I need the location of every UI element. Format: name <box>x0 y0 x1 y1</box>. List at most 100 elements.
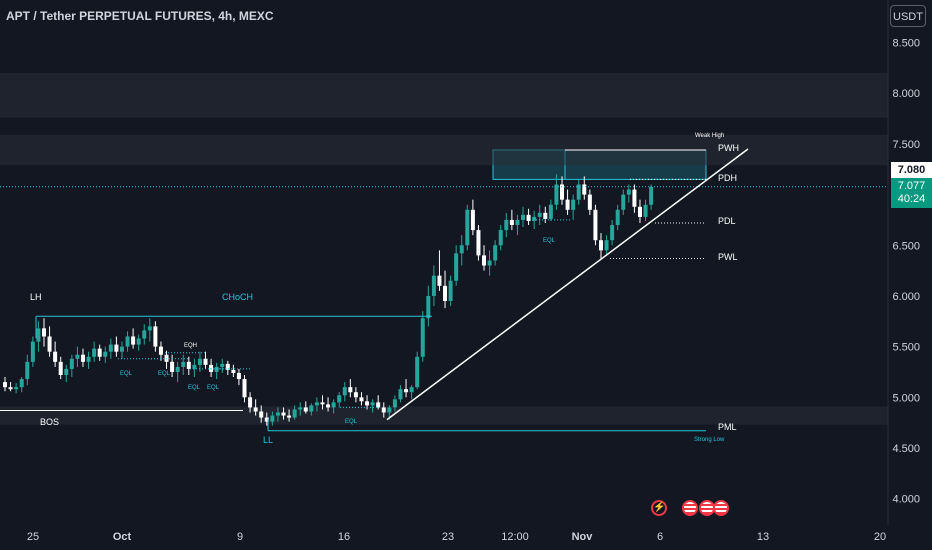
candle-body <box>637 206 642 217</box>
candle-body <box>598 240 603 251</box>
annotation-layer: LH CHoCH BOS EQH EQL EQL EQL EQL EQL EQL LL Weak Hi… <box>0 133 888 445</box>
x-tick-label: 13 <box>757 531 769 543</box>
flash-icon[interactable]: ⚡ <box>651 500 667 516</box>
annotation-label: EQL <box>158 371 171 377</box>
candle-body <box>58 361 63 375</box>
candle-body <box>409 387 414 393</box>
candle-body <box>415 356 420 388</box>
candle-body <box>181 361 186 367</box>
candle-body <box>119 346 124 352</box>
candle-body <box>348 387 353 393</box>
candle-body <box>543 212 548 219</box>
candle-body <box>86 356 91 362</box>
candle-body <box>292 409 297 418</box>
candle-body <box>8 387 13 390</box>
candle-body <box>476 230 481 256</box>
candle-body <box>259 411 264 418</box>
candle-body <box>353 392 358 398</box>
candle-body <box>448 280 453 302</box>
candle-body <box>192 364 197 369</box>
x-tick-label: 6 <box>657 531 663 543</box>
candle-body <box>587 194 592 210</box>
candle-body <box>80 354 85 362</box>
candle-body <box>53 351 58 362</box>
candle-body <box>320 402 325 405</box>
currency-button[interactable]: USDT <box>890 5 926 27</box>
candle-body <box>632 189 637 207</box>
candle-body <box>281 412 286 416</box>
candle-body <box>337 395 342 403</box>
candle-body <box>164 354 169 362</box>
candle-body <box>643 204 648 217</box>
candle-body <box>103 351 108 357</box>
annotation-label: CHoCH <box>222 292 253 302</box>
candle-body <box>431 275 436 296</box>
time-axis: 25 Oct 9 16 23 12:00 Nov 6 13 20 <box>27 531 886 543</box>
candle-body <box>153 326 158 347</box>
candle-body <box>131 336 136 345</box>
candle-body <box>521 214 526 220</box>
y-tick-label: 6.500 <box>892 240 920 252</box>
y-tick-label: 6.000 <box>892 291 920 303</box>
candle-body <box>526 214 531 221</box>
candle-body <box>576 184 581 200</box>
candle-body <box>398 389 403 400</box>
candle-body <box>314 402 319 406</box>
last-price-tag: 7.077 40:24 <box>891 178 932 208</box>
candle-body <box>248 397 253 408</box>
candle-body <box>47 336 52 352</box>
price-axis: 8.5008.0007.5007.0006.5006.0005.5005.000… <box>887 0 920 525</box>
last-price-value: 7.077 <box>897 180 926 192</box>
annotation-label: EQL <box>120 371 133 377</box>
x-tick-label: 9 <box>237 531 243 543</box>
candle-body <box>203 358 208 365</box>
candle-body <box>537 212 542 217</box>
candle-body <box>376 402 381 408</box>
candle-body <box>170 361 175 372</box>
annotation-label: PDH <box>718 173 737 183</box>
candle-body <box>97 348 102 357</box>
candle-body <box>342 387 347 396</box>
high-price-tag: 7.080 <box>891 162 932 178</box>
us-flag-icon[interactable] <box>713 500 729 516</box>
candle-body <box>470 209 475 231</box>
candle-body <box>158 346 163 355</box>
candle-body <box>426 295 431 319</box>
x-tick-label: 25 <box>27 531 39 543</box>
candle-body <box>309 405 314 412</box>
shaded-band <box>0 72 888 118</box>
candle-body <box>264 417 269 422</box>
candle-body <box>197 358 202 365</box>
y-tick-label: 8.000 <box>892 88 920 100</box>
candle-body <box>92 348 97 357</box>
annotation-label: EQL <box>188 385 201 391</box>
candle-body <box>560 184 564 200</box>
annotation-label: EQL <box>543 238 556 244</box>
candle-body <box>404 389 409 393</box>
candle-body <box>242 379 247 398</box>
y-tick-label: 8.500 <box>892 38 920 50</box>
us-flag-icon[interactable] <box>682 500 698 516</box>
candle-body <box>392 399 397 408</box>
candle-body <box>326 404 331 408</box>
annotation-label: PWH <box>718 143 739 153</box>
candle-body <box>14 387 19 390</box>
annotation-label: PWL <box>718 252 738 262</box>
candle-body <box>504 219 509 231</box>
candle-body <box>25 361 30 380</box>
candle-body <box>270 415 275 422</box>
candle-body <box>19 379 24 388</box>
trendline <box>386 148 749 421</box>
candle-body <box>236 372 241 380</box>
y-tick-label: 7.500 <box>892 139 920 151</box>
candle-body <box>186 361 191 369</box>
candle-body <box>493 245 498 261</box>
candles-layer <box>3 174 654 426</box>
candle-body <box>142 330 147 339</box>
candle-body <box>565 199 570 210</box>
candle-body <box>498 230 503 246</box>
candle-body <box>214 366 219 372</box>
candle-body <box>136 338 141 345</box>
candle-body <box>231 369 236 373</box>
